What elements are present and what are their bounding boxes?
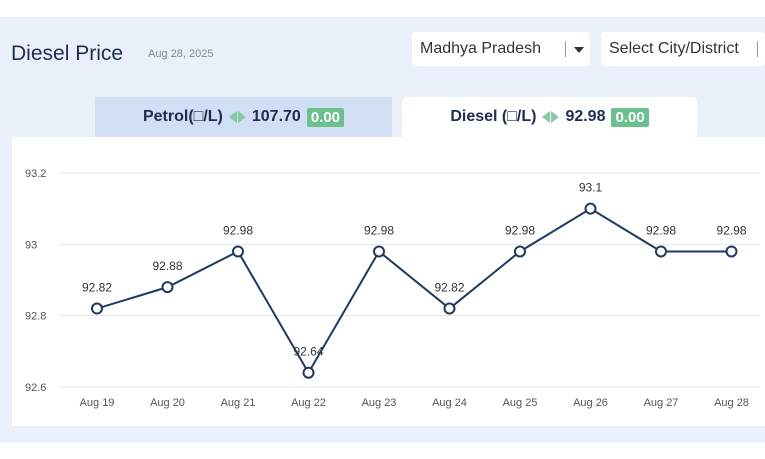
data-label: 92.98 — [716, 223, 746, 237]
state-select-value: Madhya Pradesh — [420, 40, 541, 57]
data-point — [91, 302, 103, 315]
x-tick-label: Aug 20 — [150, 397, 185, 409]
data-label: 92.98 — [646, 223, 676, 237]
data-point — [584, 202, 597, 215]
price-change-arrows-icon — [228, 111, 246, 123]
price-date: Aug 28, 2025 — [148, 48, 214, 60]
chart-card: 92.6 92.8 93 93.2 Aug 19 Aug 20 Aug 21 Aug 22 Au… — [12, 137, 765, 426]
data-point — [373, 245, 385, 258]
tab-petrol-price: 107.70 — [251, 108, 301, 125]
data-point — [655, 245, 667, 258]
y-tick-label: 93 — [25, 239, 37, 251]
x-tick-label: Aug 19 — [80, 397, 115, 409]
select-divider — [757, 41, 758, 57]
select-divider — [565, 41, 566, 57]
data-label: 92.64 — [293, 345, 323, 359]
x-tick-label: Aug 22 — [291, 397, 326, 409]
data-point — [161, 281, 174, 294]
data-point — [232, 245, 244, 258]
x-tick-label: Aug 23 — [362, 397, 397, 409]
x-tick-label: Aug 25 — [503, 397, 538, 409]
data-label: 92.88 — [152, 259, 182, 273]
data-label: 92.82 — [82, 281, 112, 295]
data-point — [725, 245, 738, 258]
price-change-arrows-icon — [542, 111, 560, 123]
tab-diesel-change-badge: 0.00 — [611, 107, 649, 127]
x-tick-label: Aug 24 — [432, 397, 467, 409]
chevron-down-icon — [574, 47, 584, 53]
series-line — [96, 207, 732, 375]
y-tick-label: 93.2 — [25, 168, 46, 180]
city-select[interactable]: Select City/District — [601, 32, 765, 66]
x-tick-label: Aug 28 — [714, 397, 749, 409]
tab-diesel-price: 92.98 — [565, 108, 606, 125]
tab-petrol-label: Petrol(□/L) — [142, 108, 223, 125]
x-tick-label: Aug 27 — [644, 397, 679, 409]
y-tick-label: 92.6 — [25, 382, 46, 394]
price-line-chart: 92.6 92.8 93 93.2 Aug 19 Aug 20 Aug 21 Aug 22 Au… — [25, 168, 760, 409]
page-title: Diesel Price — [11, 42, 124, 65]
tab-diesel[interactable]: Diesel (□/L) 92.98 0.00 — [402, 97, 697, 137]
data-label: 93.1 — [579, 181, 603, 195]
tab-diesel-label: Diesel (□/L) — [450, 108, 537, 125]
tab-petrol[interactable]: Petrol(□/L) 107.70 0.00 — [95, 97, 392, 137]
state-select[interactable]: Madhya Pradesh — [412, 32, 590, 66]
x-tick-label: Aug 26 — [573, 397, 608, 409]
x-tick-label: Aug 21 — [221, 397, 256, 409]
city-select-placeholder: Select City/District — [609, 40, 739, 57]
tab-petrol-change-badge: 0.00 — [306, 107, 345, 127]
data-point — [302, 366, 315, 379]
data-label: 92.82 — [434, 281, 464, 295]
data-point — [443, 302, 456, 315]
y-tick-label: 92.8 — [25, 311, 46, 323]
data-label: 92.98 — [364, 223, 394, 237]
data-point — [514, 245, 526, 258]
data-label: 92.98 — [505, 223, 535, 237]
data-label: 92.98 — [223, 223, 253, 237]
